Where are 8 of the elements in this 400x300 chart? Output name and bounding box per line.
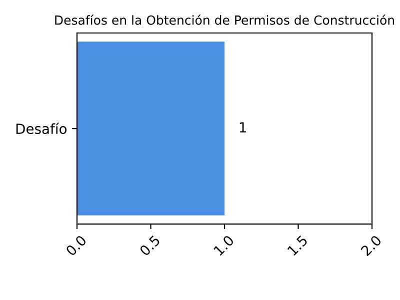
chart-title: Desafíos en la Obtención de Permisos de Construcción (55, 14, 394, 25)
y-tick-label: Desafío (16, 122, 67, 134)
data-label: 1 (240, 122, 246, 132)
x-tick-label: 1.5 (287, 234, 308, 256)
x-tick-label: 0.0 (65, 234, 88, 256)
x-tick-label: 2.0 (360, 234, 382, 256)
x-tick-label: 1.0 (213, 234, 235, 256)
x-tick-label: 0.5 (139, 234, 161, 256)
